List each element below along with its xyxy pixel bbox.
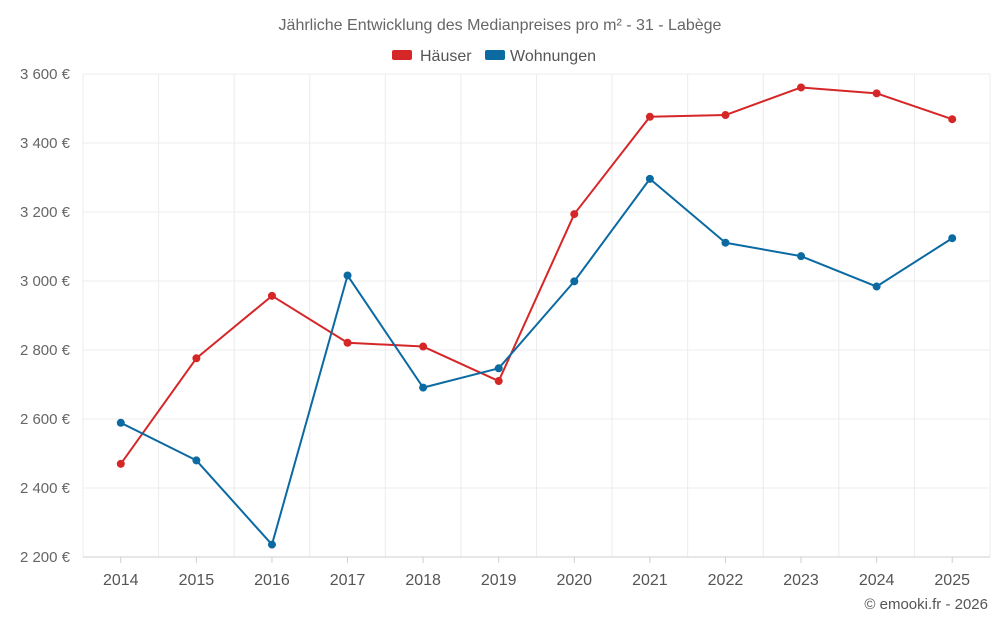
series-line-haeuser bbox=[119, 86, 953, 465]
chart-title: Jährliche Entwicklung des Medianpreises … bbox=[279, 17, 722, 34]
x-axis: 2014 2015 2016 2017 2018 2019 2020 2021 2022 2023… bbox=[83, 556, 990, 589]
data-point[interactable] bbox=[116, 459, 125, 468]
legend-swatch bbox=[485, 50, 505, 60]
x-tick-label: 2025 bbox=[934, 572, 970, 589]
y-axis: 2 200 € 2 400 € 2 600 € 2 800 € 3 000 € 3 200… bbox=[20, 66, 71, 566]
data-point[interactable] bbox=[645, 174, 654, 183]
data-point[interactable] bbox=[267, 291, 276, 300]
data-point[interactable] bbox=[721, 238, 730, 247]
y-tick-label: 3 200 € bbox=[20, 204, 71, 221]
x-tick-label: 2018 bbox=[405, 572, 441, 589]
data-point[interactable] bbox=[948, 115, 957, 124]
y-tick-label: 3 400 € bbox=[20, 135, 71, 152]
x-tick-label: 2017 bbox=[330, 572, 366, 589]
grid-lines bbox=[82, 73, 991, 558]
legend-swatch bbox=[392, 50, 412, 60]
data-point[interactable] bbox=[645, 112, 654, 121]
x-tick-label: 2014 bbox=[103, 572, 139, 589]
data-point[interactable] bbox=[116, 418, 125, 427]
data-point[interactable] bbox=[797, 83, 806, 92]
series-group bbox=[116, 83, 957, 549]
data-point[interactable] bbox=[494, 377, 503, 386]
series-line-wohnungen bbox=[120, 177, 953, 546]
data-point[interactable] bbox=[948, 234, 957, 243]
data-point[interactable] bbox=[797, 252, 806, 261]
x-tick-label: 2023 bbox=[783, 572, 819, 589]
legend-label[interactable]: Häuser bbox=[420, 48, 472, 65]
data-point[interactable] bbox=[872, 89, 881, 98]
y-tick-label: 3 600 € bbox=[20, 66, 71, 83]
data-point[interactable] bbox=[192, 354, 201, 363]
data-point[interactable] bbox=[267, 540, 276, 549]
data-point[interactable] bbox=[343, 271, 352, 280]
x-tick-label: 2015 bbox=[179, 572, 215, 589]
legend-label[interactable]: Wohnungen bbox=[510, 48, 596, 65]
data-point[interactable] bbox=[721, 111, 730, 120]
credit-text: © emooki.fr - 2026 bbox=[864, 596, 988, 613]
x-tick-label: 2020 bbox=[556, 572, 592, 589]
data-point[interactable] bbox=[494, 364, 503, 373]
x-tick-label: 2024 bbox=[859, 572, 895, 589]
data-point[interactable] bbox=[872, 282, 881, 291]
data-point[interactable] bbox=[343, 338, 352, 347]
x-tick-label: 2021 bbox=[632, 572, 668, 589]
legend: Häuser Wohnungen bbox=[392, 48, 596, 65]
data-point[interactable] bbox=[419, 383, 428, 392]
data-point[interactable] bbox=[570, 210, 579, 219]
data-point[interactable] bbox=[570, 277, 579, 286]
y-tick-label: 2 400 € bbox=[20, 480, 71, 497]
y-tick-label: 3 000 € bbox=[20, 273, 71, 290]
y-tick-label: 2 200 € bbox=[20, 549, 71, 566]
x-tick-label: 2019 bbox=[481, 572, 517, 589]
y-tick-label: 2 600 € bbox=[20, 411, 71, 428]
data-point[interactable] bbox=[419, 342, 428, 351]
y-tick-label: 2 800 € bbox=[20, 342, 71, 359]
x-tick-label: 2022 bbox=[708, 572, 744, 589]
data-point[interactable] bbox=[192, 456, 201, 465]
x-tick-label: 2016 bbox=[254, 572, 290, 589]
